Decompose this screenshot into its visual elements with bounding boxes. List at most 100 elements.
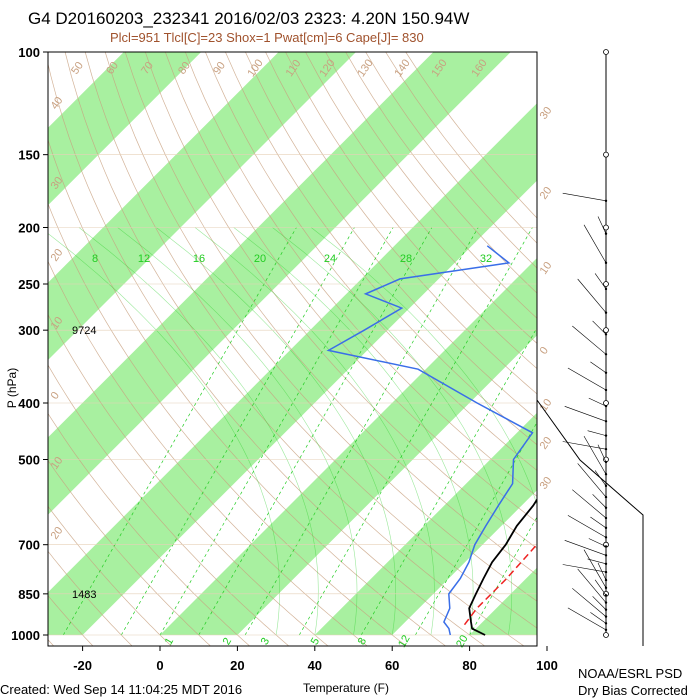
wind-dot — [604, 460, 608, 464]
wind-dot — [604, 261, 608, 265]
adiabat-label-right: 0 — [538, 345, 551, 357]
wind-dot — [604, 495, 608, 499]
y-axis-label: P (hPa) — [5, 368, 19, 408]
mixing-ratio-label: 24 — [324, 253, 336, 265]
adiabat-label-right: 20 — [538, 185, 555, 202]
wind-dot — [604, 562, 608, 566]
dry-adiabat — [285, 52, 537, 370]
wind-dot — [604, 447, 608, 451]
wind-barb — [590, 516, 607, 529]
mixing-ratio-bottom-label: 5 — [309, 636, 322, 647]
moist-adiabats — [48, 227, 537, 636]
dry-adiabat — [305, 52, 537, 344]
wind-dot — [604, 536, 608, 539]
height-label: 9724 — [72, 325, 96, 337]
wind-barb — [597, 444, 607, 463]
wind-dot — [604, 484, 608, 488]
dry-adiabat — [48, 313, 329, 646]
dry-adiabat — [48, 260, 368, 646]
adiabat-label-top: 80 — [176, 60, 193, 77]
dry-adiabat — [48, 595, 94, 646]
pressure-tick-label: 150 — [18, 148, 40, 163]
pressure-tick-label: 700 — [18, 538, 40, 553]
pressure-tick-label: 200 — [18, 221, 40, 236]
wind-dot — [604, 232, 608, 235]
mixing-ratio-label: 32 — [480, 253, 492, 265]
wind-dot — [604, 516, 608, 520]
adiabat-label-left: 10 — [49, 455, 66, 472]
wind-dot — [604, 608, 608, 611]
pressure-tick-label: 1000 — [11, 628, 40, 643]
dry-adiabat — [345, 52, 537, 294]
wind-barb — [567, 515, 607, 538]
height-label: 1483 — [72, 589, 96, 601]
wind-dot — [604, 628, 608, 632]
wind-level-marker — [603, 224, 609, 231]
wind-barb — [597, 216, 607, 234]
wind-dot — [604, 353, 608, 356]
wind-dot — [604, 420, 608, 423]
wind-dot — [604, 473, 608, 476]
pressure-tick-label: 300 — [18, 323, 40, 338]
adiabat-label-top: 60 — [104, 60, 121, 77]
wind-barb — [594, 470, 607, 487]
wind-dot — [604, 622, 608, 625]
wind-barb — [583, 224, 607, 264]
pressure-axis: 100 150 200 250 300 400 500 700 850 1000 — [11, 45, 48, 643]
adiabat-label-left: 10 — [49, 315, 66, 332]
dry-adiabat — [48, 459, 211, 646]
chart-subtitle: Plcl=951 Tlcl[C]=23 Shox=1 Pwat[cm]=6 Ca… — [110, 30, 424, 45]
wind-level-marker — [603, 151, 609, 158]
wind-barb — [587, 558, 607, 565]
dry-adiabat — [64, 52, 525, 646]
wind-dot — [604, 545, 608, 548]
mixing-ratio-line — [360, 327, 537, 636]
wind-barb — [592, 320, 607, 335]
wind-barb — [590, 361, 607, 374]
adiabat-label-left: 20 — [49, 525, 66, 542]
wind-dot — [604, 371, 608, 374]
series-temperature-line — [468, 498, 537, 636]
adiabat-label-top: 90 — [211, 60, 228, 77]
temperature-axis: -20 0 20 40 60 80 100 — [73, 646, 558, 673]
dry-adiabat — [48, 412, 251, 646]
moist-adiabat — [48, 233, 280, 636]
adiabat-label-left: 40 — [49, 95, 66, 112]
adiabat-label-top: 70 — [139, 60, 156, 77]
wind-barb — [594, 579, 607, 596]
wind-barb — [562, 441, 607, 450]
wind-dot — [604, 570, 608, 574]
mixing-ratio-label: 16 — [193, 253, 205, 265]
mixing-ratio-bottom-label: 3 — [259, 636, 272, 647]
adiabat-label-right: 30 — [538, 105, 555, 122]
wind-dot — [604, 601, 608, 604]
moist-adiabat — [117, 227, 358, 636]
wind-level-marker — [603, 281, 609, 287]
wind-barb — [594, 273, 607, 290]
wind-barb — [564, 406, 607, 422]
temperature-band — [624, 52, 700, 635]
mixing-ratio-line — [244, 227, 479, 636]
wind-dot — [604, 199, 608, 203]
temperature-tick-label: 0 — [156, 658, 163, 673]
adiabat-label-left: 20 — [49, 247, 66, 264]
adiabat-label-top: 50 — [69, 60, 86, 77]
temperature-band — [48, 52, 356, 360]
wind-level-marker — [603, 400, 609, 406]
adiabat-label-right: 30 — [538, 475, 555, 492]
wind-dot — [604, 506, 608, 509]
wind-profile-column — [536, 49, 644, 646]
wind-dot — [604, 287, 608, 291]
adiabat-label-left: 0 — [49, 390, 62, 402]
adiabat-label-right: 10 — [538, 397, 555, 414]
wind-barb — [564, 540, 607, 556]
temperature-band — [48, 52, 202, 206]
chart-title: G4 D20160203_232341 2016/02/03 2323: 4.2… — [28, 9, 469, 28]
mixing-ratio-bottom-label: 8 — [356, 636, 369, 647]
dry-adiabat — [265, 52, 537, 395]
mixing-ratio-line — [159, 227, 394, 636]
wind-level-marker — [603, 49, 609, 55]
dry-adiabat — [48, 639, 55, 646]
dry-adiabat — [144, 52, 537, 549]
